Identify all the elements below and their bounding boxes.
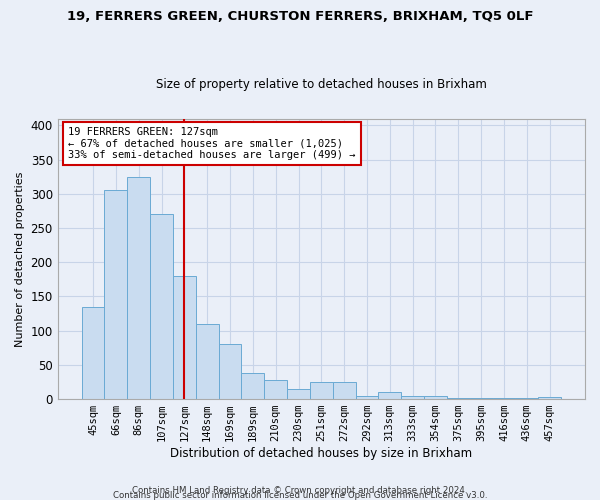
Bar [82, 306, 104, 399]
Bar [424, 396, 447, 399]
Bar [356, 396, 379, 399]
Bar [104, 190, 127, 399]
X-axis label: Distribution of detached houses by size in Brixham: Distribution of detached houses by size … [170, 447, 472, 460]
Bar [173, 276, 196, 399]
Text: Contains HM Land Registry data © Crown copyright and database right 2024.: Contains HM Land Registry data © Crown c… [132, 486, 468, 495]
Bar [196, 324, 218, 399]
Bar [515, 398, 538, 399]
Bar [150, 214, 173, 399]
Bar [287, 389, 310, 399]
Bar [241, 373, 264, 399]
Bar [379, 392, 401, 399]
Bar [127, 176, 150, 399]
Title: Size of property relative to detached houses in Brixham: Size of property relative to detached ho… [156, 78, 487, 91]
Text: Contains public sector information licensed under the Open Government Licence v3: Contains public sector information licen… [113, 490, 487, 500]
Bar [447, 398, 470, 399]
Bar [333, 382, 356, 399]
Bar [538, 397, 561, 399]
Bar [401, 396, 424, 399]
Bar [218, 344, 241, 399]
Bar [470, 398, 493, 399]
Y-axis label: Number of detached properties: Number of detached properties [15, 171, 25, 346]
Text: 19, FERRERS GREEN, CHURSTON FERRERS, BRIXHAM, TQ5 0LF: 19, FERRERS GREEN, CHURSTON FERRERS, BRI… [67, 10, 533, 23]
Bar [493, 398, 515, 399]
Bar [264, 380, 287, 399]
Text: 19 FERRERS GREEN: 127sqm
← 67% of detached houses are smaller (1,025)
33% of sem: 19 FERRERS GREEN: 127sqm ← 67% of detach… [68, 127, 356, 160]
Bar [310, 382, 333, 399]
